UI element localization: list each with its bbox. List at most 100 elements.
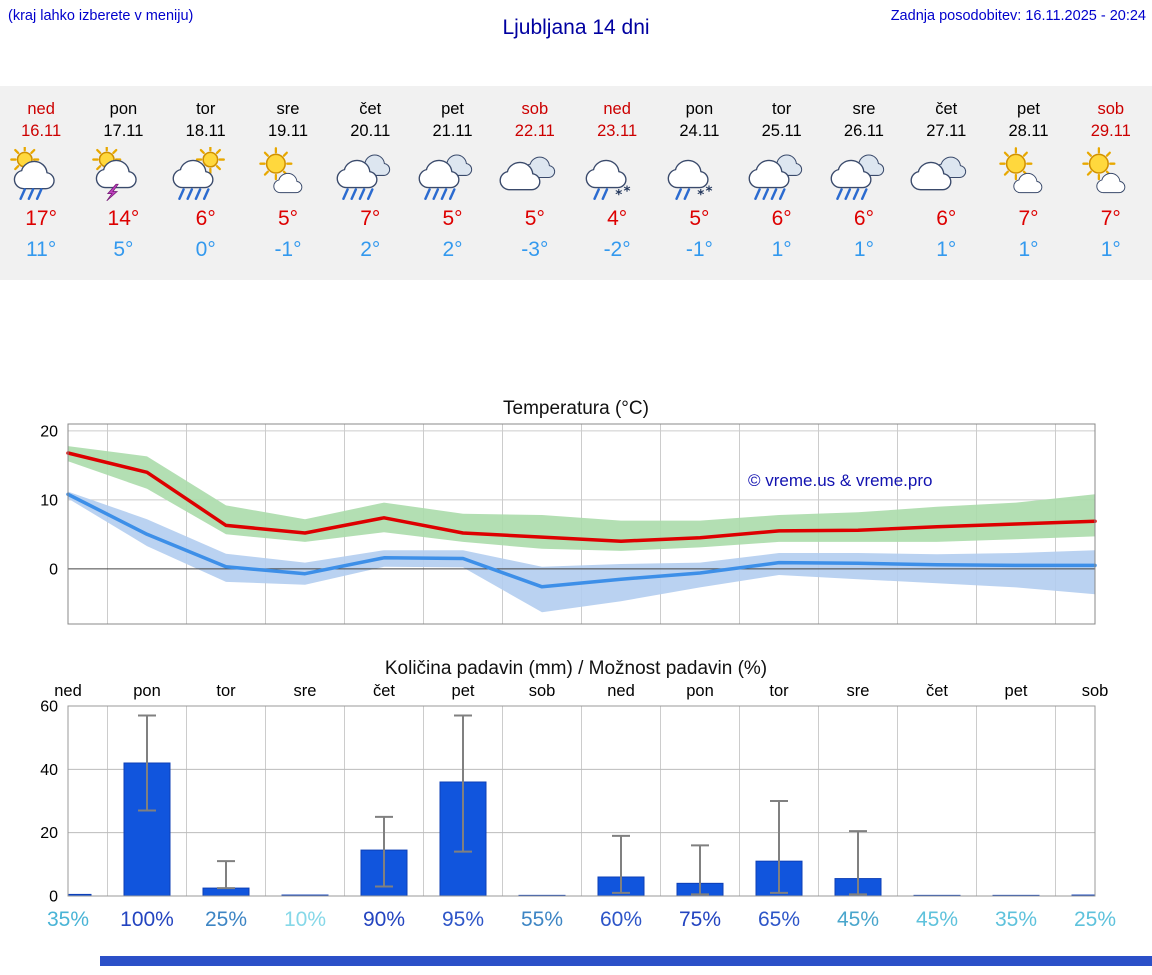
weather-icon xyxy=(987,147,1069,205)
forecast-day[interactable]: sob 29.11 7° 1° xyxy=(1070,100,1152,262)
day-date-label: 28.11 xyxy=(1008,122,1049,140)
precip-bar xyxy=(202,887,250,896)
weather-icon xyxy=(0,147,82,205)
day-date-label: 16.11 xyxy=(21,122,62,140)
precip-percent-label: 60% xyxy=(600,908,642,931)
weather-icon: * * xyxy=(576,147,658,205)
precip-day-label: ned xyxy=(54,682,82,700)
day-name-label: ned xyxy=(27,100,55,118)
temperature-chart-svg: 0 10 20 © vreme.us & vreme.pro xyxy=(40,423,1097,625)
sun-cloud-icon xyxy=(1081,147,1126,194)
min-temp-label: 1° xyxy=(1100,238,1121,261)
precip-day-label: pet xyxy=(452,682,475,700)
min-temperature-line xyxy=(66,492,1097,589)
min-temp-label: 2° xyxy=(442,238,463,261)
precip-percent-label: 95% xyxy=(442,908,484,931)
day-name-label: tor xyxy=(772,100,792,118)
forecast-day[interactable]: tor 18.11 6° 0° xyxy=(165,100,247,262)
forecast-day[interactable]: sre 26.11 6° 1° xyxy=(823,100,905,262)
day-name-label: sob xyxy=(521,100,549,118)
svg-text:*: * xyxy=(623,185,630,200)
precip-percent-label: 10% xyxy=(284,908,326,931)
precip-day-label: sre xyxy=(847,682,870,700)
temperature-chart: 0 10 20 © vreme.us & vreme.pro xyxy=(0,420,1152,632)
sun-rain-heavy-icon xyxy=(172,147,225,200)
weather-icon xyxy=(165,147,247,205)
day-date-label: 27.11 xyxy=(926,122,967,140)
precip-percent-label: 25% xyxy=(205,908,247,931)
precip-day-label: tor xyxy=(216,682,236,700)
temp-y-tick: 20 xyxy=(40,423,58,440)
min-temp-label: 1° xyxy=(853,238,874,261)
min-temp-label: -1° xyxy=(274,238,302,261)
day-date-label: 21.11 xyxy=(432,122,473,140)
min-temp-label: 1° xyxy=(936,238,957,261)
precip-percent-label: 25% xyxy=(1074,908,1116,931)
weather-icon xyxy=(329,147,411,205)
forecast-day[interactable]: ned 16.11 17° 11° xyxy=(0,100,82,262)
day-name-label: sre xyxy=(276,100,300,118)
day-date-label: 25.11 xyxy=(761,122,802,140)
precip-day-label: tor xyxy=(769,682,789,700)
weather-icon xyxy=(823,147,905,205)
temperature-chart-title: Temperatura (°C) xyxy=(503,398,649,419)
max-temp-label: 5° xyxy=(689,207,710,230)
precip-day-label: sob xyxy=(1082,682,1109,700)
min-temp-label: -1° xyxy=(685,238,713,261)
weather-icon xyxy=(741,147,823,205)
max-temperature-line xyxy=(66,451,1097,543)
forecast-day[interactable]: pet 28.11 7° 1° xyxy=(987,100,1069,262)
watermark-link[interactable]: © vreme.us & vreme.pro xyxy=(748,471,932,490)
day-name-label: sob xyxy=(1097,100,1125,118)
min-temp-label: -2° xyxy=(603,238,631,261)
day-name-label: čet xyxy=(935,100,958,118)
precip-day-label: sre xyxy=(294,682,317,700)
page-title: Ljubljana 14 dni xyxy=(502,16,650,39)
svg-text:*: * xyxy=(697,188,704,201)
min-temp-label: 1° xyxy=(1018,238,1039,261)
day-date-label: 26.11 xyxy=(843,122,884,140)
precip-percent-label: 100% xyxy=(120,908,174,931)
min-temp-label: 5° xyxy=(113,238,134,261)
min-temp-label: 1° xyxy=(771,238,792,261)
temp-y-tick: 10 xyxy=(40,492,58,509)
forecast-day[interactable]: čet 20.11 7° 2° xyxy=(329,100,411,262)
forecast-day[interactable]: tor 25.11 6° 1° xyxy=(741,100,823,262)
sun-cloud-icon xyxy=(259,147,303,194)
min-temp-label: 2° xyxy=(360,238,381,261)
day-name-label: tor xyxy=(196,100,216,118)
sun-storm-icon xyxy=(92,147,137,201)
day-date-label: 23.11 xyxy=(597,122,638,140)
max-temp-label: 6° xyxy=(195,207,216,230)
max-temp-label: 6° xyxy=(771,207,792,230)
sleet-icon: * * xyxy=(667,159,713,201)
precipitation-chart-title: Količina padavin (mm) / Možnost padavin … xyxy=(384,658,768,679)
day-name-label: pon xyxy=(109,100,138,118)
precip-day-label: pet xyxy=(1005,682,1028,700)
weather-icon: * * xyxy=(658,147,740,205)
cloud-icon xyxy=(910,156,967,191)
max-temp-label: 5° xyxy=(277,207,299,230)
forecast-day[interactable]: sob 22.11 5° -3° xyxy=(494,100,576,262)
forecast-day[interactable]: pon 17.11 14° 5° xyxy=(82,100,164,262)
max-temp-label: 4° xyxy=(607,207,628,230)
precip-day-label: pon xyxy=(133,682,161,700)
precip-day-label: pon xyxy=(686,682,714,700)
precipitation-chart: ned pon tor sre čet pet sob ned pon tor sre čet pet s… xyxy=(0,680,1152,932)
precip-percent-label: 45% xyxy=(837,908,879,931)
forecast-day[interactable]: čet 27.11 6° 1° xyxy=(905,100,987,262)
precipitation-chart-svg: ned pon tor sre čet pet sob ned pon tor sre čet pet s… xyxy=(40,682,1116,931)
rain-heavy-icon xyxy=(418,154,473,200)
page-header: (kraj lahko izberete v meniju) Ljubljana… xyxy=(0,0,1152,48)
weather-icon xyxy=(247,147,329,205)
forecast-day[interactable]: pet 21.11 5° 2° xyxy=(411,100,493,262)
day-date-label: 20.11 xyxy=(350,122,391,140)
sun-cloud-icon xyxy=(999,147,1043,194)
precip-day-label: čet xyxy=(926,682,948,700)
day-date-label: 19.11 xyxy=(267,122,309,140)
max-temp-label: 7° xyxy=(1100,207,1121,230)
forecast-day[interactable]: pon 24.11 * * 5° -1° xyxy=(658,100,740,262)
last-update-label: Zadnja posodobitev: 16.11.2025 - 20:24 xyxy=(890,8,1146,24)
forecast-day[interactable]: ned 23.11 * * 4° -2° xyxy=(576,100,658,262)
forecast-day[interactable]: sre 19.11 5° -1° xyxy=(247,100,329,262)
